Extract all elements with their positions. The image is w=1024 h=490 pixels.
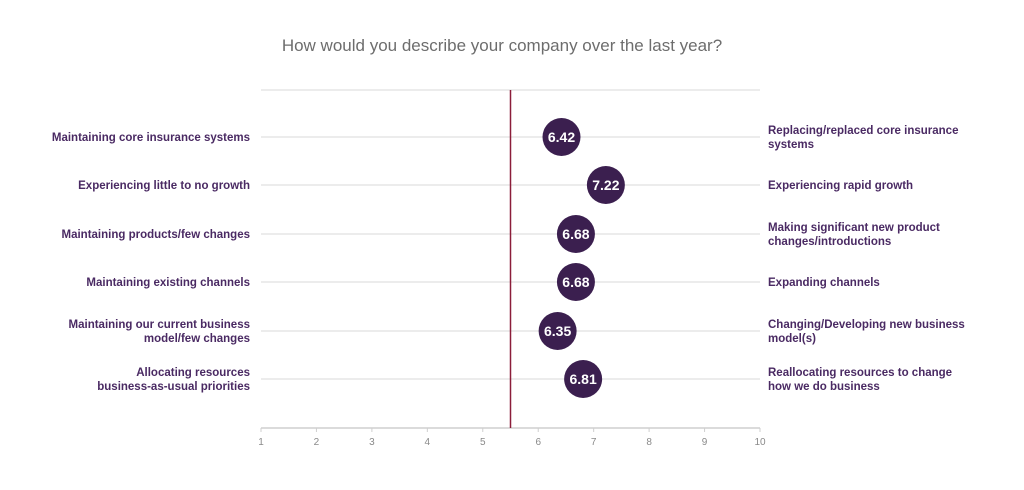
left-row-label: Maintaining existing channels [86, 277, 250, 289]
data-point-bubble [586, 166, 625, 204]
x-tick-label: 6 [535, 437, 541, 448]
x-tick-label: 2 [314, 437, 320, 448]
x-tick-label: 3 [369, 437, 375, 448]
data-point-label: 6.68 [562, 274, 589, 290]
right-row-label: Making significant new product changes/in… [768, 222, 940, 248]
x-tick-label: 4 [425, 437, 431, 448]
data-point-bubble [556, 263, 595, 301]
right-row-label: Experiencing rapid growth [768, 180, 913, 192]
left-row-label: Maintaining core insurance systems [52, 132, 250, 144]
data-point-bubble [564, 360, 603, 398]
x-tick-label: 8 [646, 437, 652, 448]
left-row-label: Maintaining products/few changes [62, 229, 251, 241]
data-point-label: 6.35 [544, 323, 571, 339]
right-row-label: Replacing/replaced core insurance systems [768, 125, 958, 151]
data-point-bubble [542, 118, 581, 156]
left-row-label: Allocating resources business-as-usual pr… [97, 367, 250, 393]
right-row-label: Reallocating resources to change how we d… [768, 367, 952, 393]
right-row-label: Expanding channels [768, 277, 880, 289]
x-tick-label: 5 [480, 437, 486, 448]
chart-title: How would you describe your company over… [281, 36, 723, 55]
left-row-label: Maintaining our current business model/fe… [69, 319, 250, 345]
data-point-bubble [556, 215, 595, 253]
data-point-label: 7.22 [592, 177, 619, 193]
right-row-label: Changing/Developing new business model(s) [768, 319, 965, 345]
data-point-bubble [538, 312, 577, 350]
data-point-label: 6.81 [570, 371, 597, 387]
x-tick-label: 1 [258, 437, 264, 448]
left-row-label: Experiencing little to no growth [78, 180, 250, 192]
x-tick-label: 7 [591, 437, 597, 448]
data-point-label: 6.42 [548, 129, 575, 145]
data-point-label: 6.68 [562, 226, 589, 242]
x-tick-label: 10 [754, 437, 766, 448]
x-tick-label: 9 [702, 437, 708, 448]
